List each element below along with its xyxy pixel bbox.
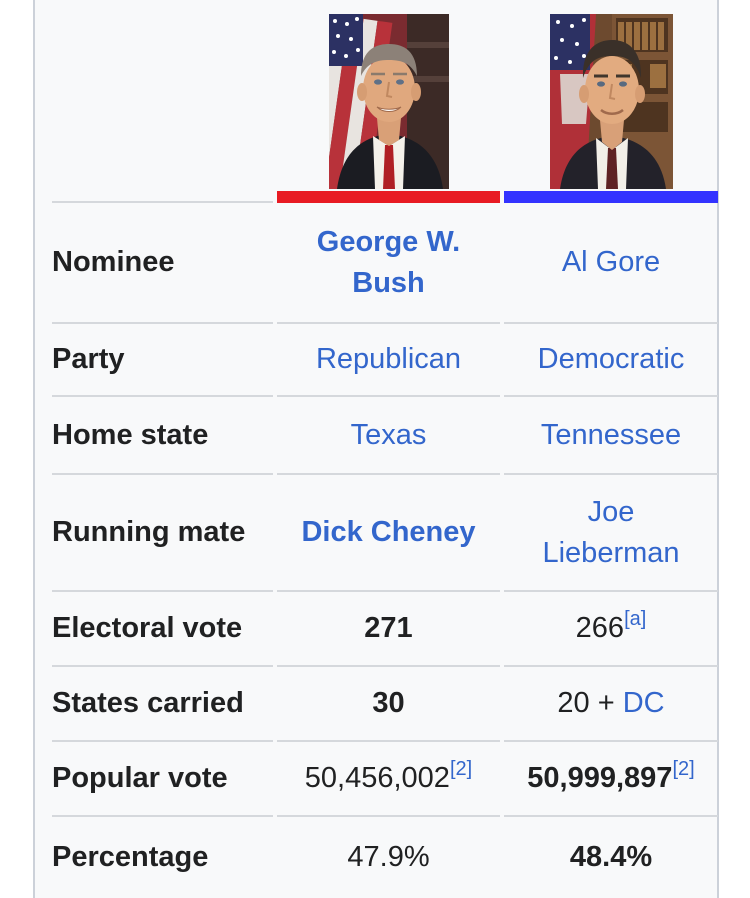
party-gore-cell: Democratic <box>504 322 718 395</box>
cheney-link[interactable]: Dick Cheney <box>301 516 476 548</box>
party-bush-cell: Republican <box>277 322 500 395</box>
electoral-vote-gore-cell: 266 [a] <box>504 590 718 665</box>
dc-link[interactable]: DC <box>622 687 665 719</box>
running-mate-bush-cell: Dick Cheney <box>277 473 500 590</box>
states-carried-label: States carried <box>52 665 273 740</box>
popular-vote-label: Popular vote <box>52 740 273 815</box>
democratic-color-bar <box>504 191 718 203</box>
gore-states-carried: 20 + <box>557 687 623 719</box>
bush-portrait-image <box>328 14 449 189</box>
nominee-gore-cell: Al Gore <box>504 203 718 322</box>
election-infobox: Nominee George W. Bush Al Gore Party Rep… <box>33 0 719 898</box>
bush-portrait[interactable] <box>277 0 500 191</box>
home-state-label: Home state <box>52 395 273 473</box>
electoral-vote-bush-cell: 271 <box>277 590 500 665</box>
tennessee-link[interactable]: Tennessee <box>540 418 682 451</box>
portrait-row-empty-cell <box>52 0 273 191</box>
nominee-bush-cell: George W. Bush <box>277 203 500 322</box>
gore-electoral-vote: 266 <box>575 612 625 644</box>
running-mate-label: Running mate <box>52 473 273 590</box>
bush-states-carried: 30 <box>372 687 405 719</box>
home-state-bush-cell: Texas <box>277 395 500 473</box>
nominee-label: Nominee <box>52 246 175 278</box>
bush-percentage: 47.9% <box>347 841 430 873</box>
percentage-gore-cell: 48.4% <box>504 815 718 898</box>
gore-portrait[interactable] <box>504 0 718 191</box>
gore-popular-vote: 50,999,897 <box>527 762 673 794</box>
gore-percentage: 48.4% <box>569 841 653 873</box>
electoral-vote-label: Electoral vote <box>52 590 273 665</box>
states-carried-gore-cell: 20 + DC <box>504 665 718 740</box>
percentage-label: Percentage <box>52 815 273 898</box>
republican-color-bar <box>277 191 500 203</box>
democratic-party-link[interactable]: Democratic <box>537 343 685 375</box>
popular-vote-gore-cell: 50,999,897 [2] <box>504 740 718 815</box>
lieberman-link[interactable]: Joe Lieberman <box>542 495 680 569</box>
popular-vote-bush-cell: 50,456,002 [2] <box>277 740 500 815</box>
bar-row-empty-cell <box>52 191 273 203</box>
party-label: Party <box>52 322 273 395</box>
running-mate-gore-cell: Joe Lieberman <box>504 473 718 590</box>
infobox-table: Nominee George W. Bush Al Gore Party Rep… <box>52 0 718 898</box>
states-carried-bush-cell: 30 <box>277 665 500 740</box>
gore-portrait-image <box>549 14 673 189</box>
percentage-bush-cell: 47.9% <box>277 815 500 898</box>
bush-electoral-vote: 271 <box>364 612 413 644</box>
gore-nominee-link[interactable]: Al Gore <box>561 246 661 278</box>
texas-link[interactable]: Texas <box>350 418 427 451</box>
home-state-gore-cell: Tennessee <box>504 395 718 473</box>
bush-nominee-link[interactable]: George W. Bush <box>316 225 461 299</box>
republican-party-link[interactable]: Republican <box>315 343 462 375</box>
bush-popular-vote: 50,456,002 <box>304 762 450 794</box>
